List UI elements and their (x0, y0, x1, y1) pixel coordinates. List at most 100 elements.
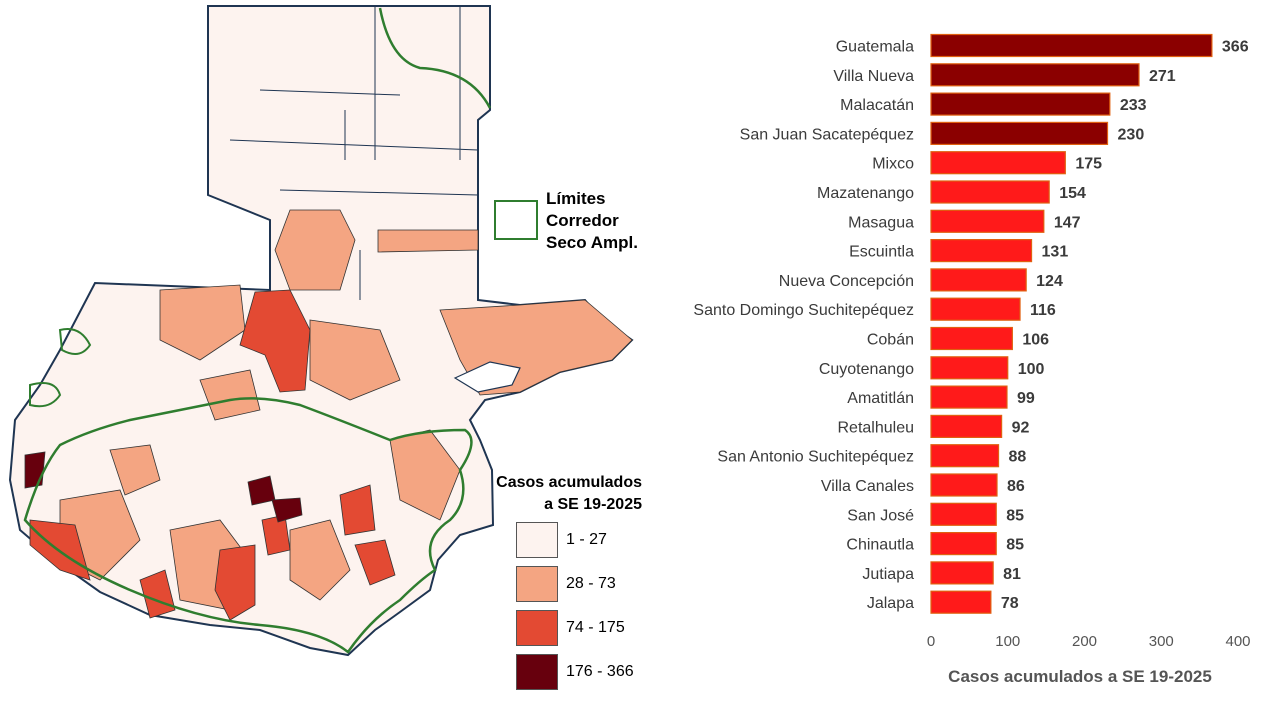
category-label: Chinautla (846, 537, 914, 554)
map-region-28-73 (109, 444, 161, 496)
category-label: Guatemala (836, 39, 914, 56)
category-label: Escuintla (849, 244, 914, 261)
value-label: 81 (1003, 566, 1021, 583)
bar (930, 121, 1109, 146)
bar (930, 326, 1013, 351)
map-region-28-73 (289, 519, 351, 601)
map-region-74-175 (354, 539, 396, 586)
bar (930, 33, 1213, 58)
value-label: 85 (1006, 507, 1024, 524)
map-region-74-175 (214, 544, 256, 621)
map-region-74-175 (239, 289, 311, 393)
legend-label: 28 - 73 (566, 575, 616, 592)
bar-chart: Guatemala 366 Villa Nueva 271 Malacatán 233 Sa… (693, 33, 1251, 686)
x-tick-label: 0 (927, 633, 935, 650)
value-label: 147 (1054, 214, 1081, 231)
value-label: 106 (1022, 332, 1049, 349)
bar (930, 414, 1003, 438)
category-label: Nueva Concepción (779, 273, 914, 290)
bar (930, 209, 1045, 233)
category-label: Jutiapa (862, 566, 914, 583)
category-label: Villa Canales (821, 478, 914, 495)
value-label: 175 (1075, 156, 1102, 173)
legend-label: 74 - 175 (566, 619, 625, 636)
bar (930, 63, 1140, 87)
x-tick-label: 200 (1072, 633, 1097, 650)
map-region-176-366 (271, 497, 303, 523)
category-label: Malacatán (840, 97, 914, 114)
category-label: San Juan Sacatepéquez (740, 126, 914, 143)
category-label: Amatitlán (847, 390, 914, 407)
map-legend-title: Casos acumulados a SE 19-2025 (496, 474, 642, 513)
value-label: 154 (1059, 185, 1086, 202)
department-boundaries (229, 6, 479, 300)
map-region-28-73 (274, 209, 356, 291)
value-label: 124 (1036, 273, 1063, 290)
category-label: San Antonio Suchitepéquez (717, 449, 914, 466)
bar (930, 444, 1000, 468)
bar (930, 502, 997, 526)
bar (930, 92, 1111, 116)
map-region-28-73 (309, 319, 401, 401)
value-label: 85 (1006, 537, 1024, 554)
value-label: 100 (1018, 361, 1045, 378)
value-label: 271 (1149, 68, 1176, 85)
legend-swatch (516, 654, 558, 690)
bar (930, 531, 997, 556)
category-label: Villa Nueva (833, 68, 914, 85)
corridor-boundary (23, 397, 473, 654)
bar (930, 561, 994, 585)
map-region-74-175 (339, 484, 376, 536)
category-label: Santo Domingo Suchitepéquez (693, 302, 914, 319)
bar (930, 385, 1008, 409)
map-region-28-73 (199, 369, 261, 421)
corridor-boundary (58, 328, 92, 355)
corridor-legend-label: Límites Corredor Seco Ampl. (546, 189, 638, 252)
value-label: 131 (1042, 244, 1069, 261)
category-label: Retalhuleu (838, 419, 915, 436)
guatemala-map (8, 5, 634, 657)
legend-swatch (516, 566, 558, 602)
value-label: 233 (1120, 97, 1147, 114)
value-label: 366 (1222, 39, 1249, 56)
value-label: 230 (1118, 126, 1145, 143)
map-region-28-73 (377, 229, 479, 253)
legend-label: 1 - 27 (566, 531, 607, 548)
value-label: 86 (1007, 478, 1025, 495)
value-label: 116 (1030, 302, 1056, 319)
value-label: 88 (1009, 449, 1027, 466)
category-label: Cobán (867, 332, 914, 349)
category-label: Jalapa (867, 595, 914, 612)
category-label: Mazatenango (817, 185, 914, 202)
legend-label: 176 - 366 (566, 663, 634, 680)
legend-swatch (516, 522, 558, 558)
category-label: San José (847, 507, 914, 524)
map-region-28-73 (159, 284, 246, 361)
value-label: 99 (1017, 390, 1035, 407)
value-label: 78 (1001, 595, 1019, 612)
corridor-boundary (29, 382, 62, 408)
category-label: Masagua (848, 214, 914, 231)
value-label: 92 (1012, 419, 1030, 436)
bar (930, 590, 992, 614)
bar (930, 356, 1009, 380)
bar (930, 473, 998, 497)
category-label: Mixco (872, 156, 914, 173)
lake-izabal (453, 361, 521, 393)
bar (930, 297, 1021, 321)
x-tick-label: 100 (995, 633, 1020, 650)
bar (930, 180, 1050, 204)
category-label: Cuyotenango (819, 361, 914, 378)
x-tick-label: 300 (1149, 633, 1174, 650)
map-region-176-366 (24, 451, 46, 489)
x-axis-title: Casos acumulados a SE 19-2025 (948, 667, 1212, 686)
bar (930, 268, 1027, 292)
x-tick-label: 400 (1225, 633, 1250, 650)
choropleth-map-panel: Límites Corredor Seco Ampl. Casos acumul… (8, 5, 642, 690)
corridor-legend-swatch (494, 200, 538, 240)
bar (930, 151, 1066, 175)
legend-swatch (516, 610, 558, 646)
map-region-74-175 (139, 569, 176, 619)
bar (930, 239, 1033, 263)
corridor-boundary (378, 7, 492, 109)
